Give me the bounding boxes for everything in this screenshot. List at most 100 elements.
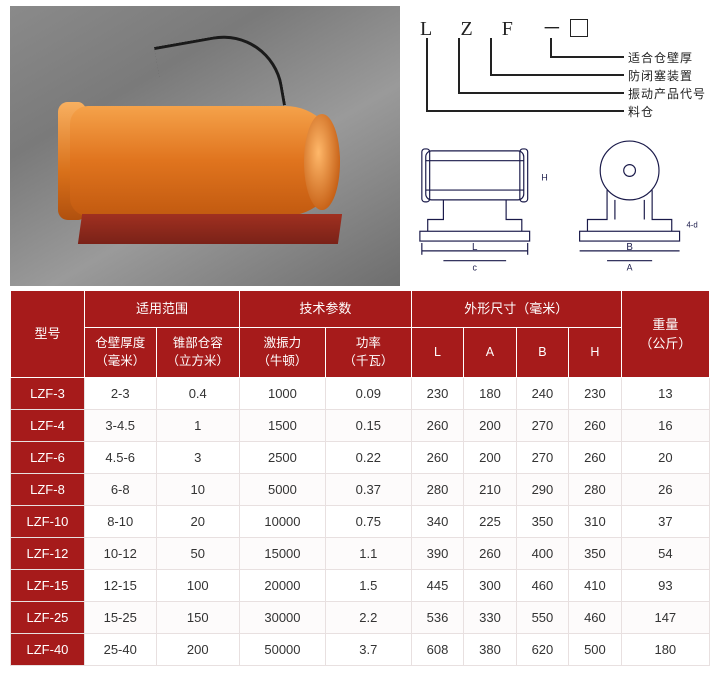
cell-H: 410 bbox=[569, 570, 621, 602]
cell-B: 290 bbox=[516, 474, 568, 506]
table-row: LZF-1210-1250150001.139026040035054 bbox=[11, 538, 710, 570]
cell-model: LZF-8 bbox=[11, 474, 85, 506]
cell-force: 5000 bbox=[240, 474, 326, 506]
code-letters: L Z F － bbox=[420, 12, 588, 41]
cell-wt: 13 bbox=[621, 378, 709, 410]
cell-power: 0.37 bbox=[325, 474, 411, 506]
code-label-1: 防闭塞装置 bbox=[628, 67, 693, 84]
cell-force: 1000 bbox=[240, 378, 326, 410]
cell-wall: 3-4.5 bbox=[84, 410, 156, 442]
cell-B: 350 bbox=[516, 506, 568, 538]
cell-wall: 2-3 bbox=[84, 378, 156, 410]
hdr-power: 功率 （千瓦） bbox=[325, 327, 411, 378]
cell-L: 230 bbox=[411, 378, 463, 410]
cell-B: 270 bbox=[516, 410, 568, 442]
svg-text:B: B bbox=[626, 242, 633, 253]
cell-A: 210 bbox=[464, 474, 516, 506]
cell-wall: 12-15 bbox=[84, 570, 156, 602]
cell-cone: 3 bbox=[156, 442, 240, 474]
hdr-L: L bbox=[411, 327, 463, 378]
cell-A: 380 bbox=[464, 634, 516, 666]
cell-wt: 26 bbox=[621, 474, 709, 506]
cell-B: 400 bbox=[516, 538, 568, 570]
cell-H: 280 bbox=[569, 474, 621, 506]
cell-wall: 6-8 bbox=[84, 474, 156, 506]
cell-wt: 16 bbox=[621, 410, 709, 442]
cell-A: 180 bbox=[464, 378, 516, 410]
cell-L: 390 bbox=[411, 538, 463, 570]
cell-wall: 15-25 bbox=[84, 602, 156, 634]
motor-body bbox=[70, 106, 340, 216]
motor-front bbox=[304, 114, 340, 210]
cell-power: 1.5 bbox=[325, 570, 411, 602]
cell-power: 0.22 bbox=[325, 442, 411, 474]
cell-wt: 180 bbox=[621, 634, 709, 666]
hdr-size: 外形尺寸（毫米） bbox=[411, 291, 621, 328]
cell-force: 15000 bbox=[240, 538, 326, 570]
cell-wall: 10-12 bbox=[84, 538, 156, 570]
code-label-2: 振动产品代号 bbox=[628, 85, 706, 102]
spec-table: 型号 适用范围 技术参数 外形尺寸（毫米） 重量 （公斤） 仓壁厚度 （毫米） … bbox=[10, 290, 710, 666]
table-row: LZF-4025-40200500003.7608380620500180 bbox=[11, 634, 710, 666]
cell-model: LZF-25 bbox=[11, 602, 85, 634]
cell-A: 300 bbox=[464, 570, 516, 602]
cell-force: 1500 bbox=[240, 410, 326, 442]
cell-model: LZF-12 bbox=[11, 538, 85, 570]
cell-power: 0.15 bbox=[325, 410, 411, 442]
table-header: 型号 适用范围 技术参数 外形尺寸（毫米） 重量 （公斤） 仓壁厚度 （毫米） … bbox=[11, 291, 710, 378]
cell-power: 3.7 bbox=[325, 634, 411, 666]
svg-text:A: A bbox=[627, 263, 633, 273]
cell-L: 608 bbox=[411, 634, 463, 666]
code-text: L Z F － bbox=[420, 18, 574, 40]
cell-wall: 25-40 bbox=[84, 634, 156, 666]
cell-H: 260 bbox=[569, 410, 621, 442]
cell-cone: 150 bbox=[156, 602, 240, 634]
cell-cone: 0.4 bbox=[156, 378, 240, 410]
cell-H: 260 bbox=[569, 442, 621, 474]
cell-model: LZF-4 bbox=[11, 410, 85, 442]
cell-wt: 93 bbox=[621, 570, 709, 602]
cell-force: 50000 bbox=[240, 634, 326, 666]
cell-B: 620 bbox=[516, 634, 568, 666]
svg-text:c: c bbox=[473, 263, 478, 273]
cell-B: 460 bbox=[516, 570, 568, 602]
cell-A: 225 bbox=[464, 506, 516, 538]
cell-wall: 8-10 bbox=[84, 506, 156, 538]
cell-A: 260 bbox=[464, 538, 516, 570]
hdr-scope: 适用范围 bbox=[84, 291, 239, 328]
table-row: LZF-43-4.5115000.1526020027026016 bbox=[11, 410, 710, 442]
cell-H: 500 bbox=[569, 634, 621, 666]
top-section: L Z F － 适合仓壁厚 防闭塞装置 振动产品代号 料仓 bbox=[0, 0, 720, 290]
cell-cone: 10 bbox=[156, 474, 240, 506]
cell-L: 260 bbox=[411, 442, 463, 474]
motor-base bbox=[78, 214, 342, 244]
product-photo bbox=[10, 6, 400, 286]
svg-text:H: H bbox=[541, 173, 547, 183]
svg-text:4-d: 4-d bbox=[686, 221, 697, 230]
cell-model: LZF-10 bbox=[11, 506, 85, 538]
cell-power: 0.75 bbox=[325, 506, 411, 538]
cell-wt: 37 bbox=[621, 506, 709, 538]
code-placeholder-box bbox=[570, 19, 588, 37]
cell-H: 460 bbox=[569, 602, 621, 634]
cell-force: 30000 bbox=[240, 602, 326, 634]
hdr-B: B bbox=[516, 327, 568, 378]
code-bracket-lines: 适合仓壁厚 防闭塞装置 振动产品代号 料仓 bbox=[424, 38, 704, 128]
dimension-schematic: L c H B A 4-d bbox=[414, 120, 708, 280]
hdr-model: 型号 bbox=[11, 291, 85, 378]
cell-cone: 1 bbox=[156, 410, 240, 442]
cell-force: 10000 bbox=[240, 506, 326, 538]
cell-cone: 200 bbox=[156, 634, 240, 666]
table-body: LZF-32-30.410000.0923018024023013LZF-43-… bbox=[11, 378, 710, 666]
code-label-3: 料仓 bbox=[628, 103, 654, 120]
cell-force: 20000 bbox=[240, 570, 326, 602]
diagram-area: L Z F － 适合仓壁厚 防闭塞装置 振动产品代号 料仓 bbox=[410, 6, 712, 286]
code-label-0: 适合仓壁厚 bbox=[628, 49, 693, 66]
cell-wall: 4.5-6 bbox=[84, 442, 156, 474]
hdr-wall: 仓壁厚度 （毫米） bbox=[84, 327, 156, 378]
table-row: LZF-86-81050000.3728021029028026 bbox=[11, 474, 710, 506]
cell-power: 2.2 bbox=[325, 602, 411, 634]
cell-L: 260 bbox=[411, 410, 463, 442]
cell-wt: 54 bbox=[621, 538, 709, 570]
table-row: LZF-108-1020100000.7534022535031037 bbox=[11, 506, 710, 538]
